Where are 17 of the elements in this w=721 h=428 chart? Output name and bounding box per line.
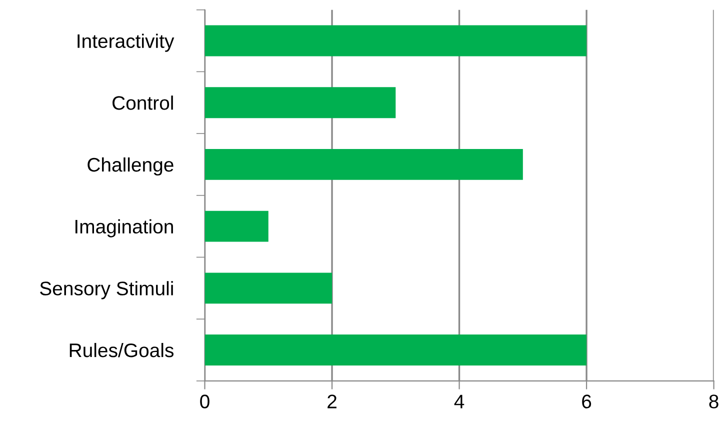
y-tick-label: Challenge: [88, 157, 174, 176]
x-tick-label: 8: [709, 394, 718, 408]
x-tick-label: 2: [328, 394, 336, 408]
y-tick-label: Imagination: [75, 219, 173, 238]
x-tick-label: 0: [200, 394, 210, 408]
y-tick-label: Control: [112, 96, 173, 110]
bar: [204, 210, 268, 242]
bar: [204, 87, 396, 118]
y-tick-label: Rules/Goals: [70, 342, 174, 358]
bar: [204, 334, 587, 366]
bar: [204, 272, 332, 304]
y-tick-label: Sensory Stimuli: [40, 281, 173, 300]
bar: [204, 25, 587, 56]
bar: [204, 148, 523, 180]
y-tick-label: Interactivity: [78, 34, 174, 52]
x-tick-label: 4: [454, 394, 464, 408]
x-tick-label: 6: [582, 394, 592, 408]
